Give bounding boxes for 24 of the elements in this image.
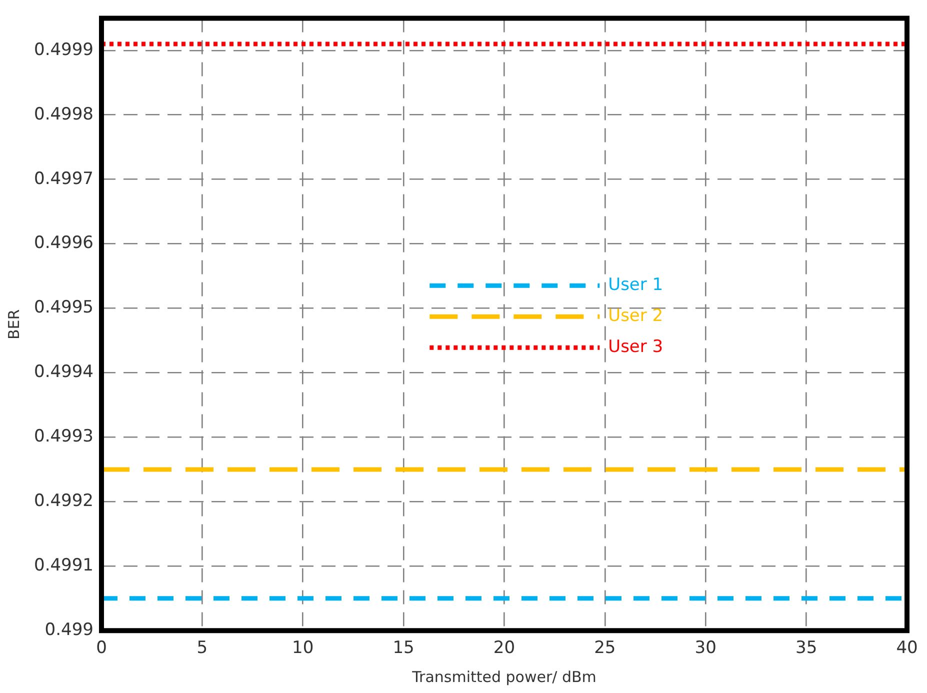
x-tick-label: 35 [795,638,818,658]
y-tick-label: 0.4999 [34,40,94,60]
x-tick-label: 40 [896,638,918,658]
x-tick-label: 0 [96,638,107,658]
text: User 3 [608,337,664,358]
x-axis-title: Transmitted power/ dBm [411,668,596,686]
x-tick-label: 25 [594,638,616,658]
x-tick-label: 5 [196,638,208,658]
y-tick-label: 0.4994 [34,362,94,382]
y-tick-label: 0.4995 [34,298,94,318]
y-tick-label: 0.4993 [34,426,94,447]
text: User 1 [608,275,664,296]
y-tick-label: 0.4998 [34,104,94,124]
y-tick-label: 0.4997 [34,168,94,189]
x-tick-label: 10 [292,638,314,658]
y-tick-label: 0.499 [44,620,94,640]
y-tick-label: 0.4992 [34,491,94,512]
y-tick-label: 0.4996 [34,233,94,254]
y-axis-title: BER [4,309,23,340]
x-tick-label: 20 [493,638,516,658]
x-tick-label: 30 [694,638,716,658]
y-tick-label: 0.4991 [34,556,94,576]
x-tick-label: 15 [392,638,414,658]
text: User 2 [608,306,664,326]
